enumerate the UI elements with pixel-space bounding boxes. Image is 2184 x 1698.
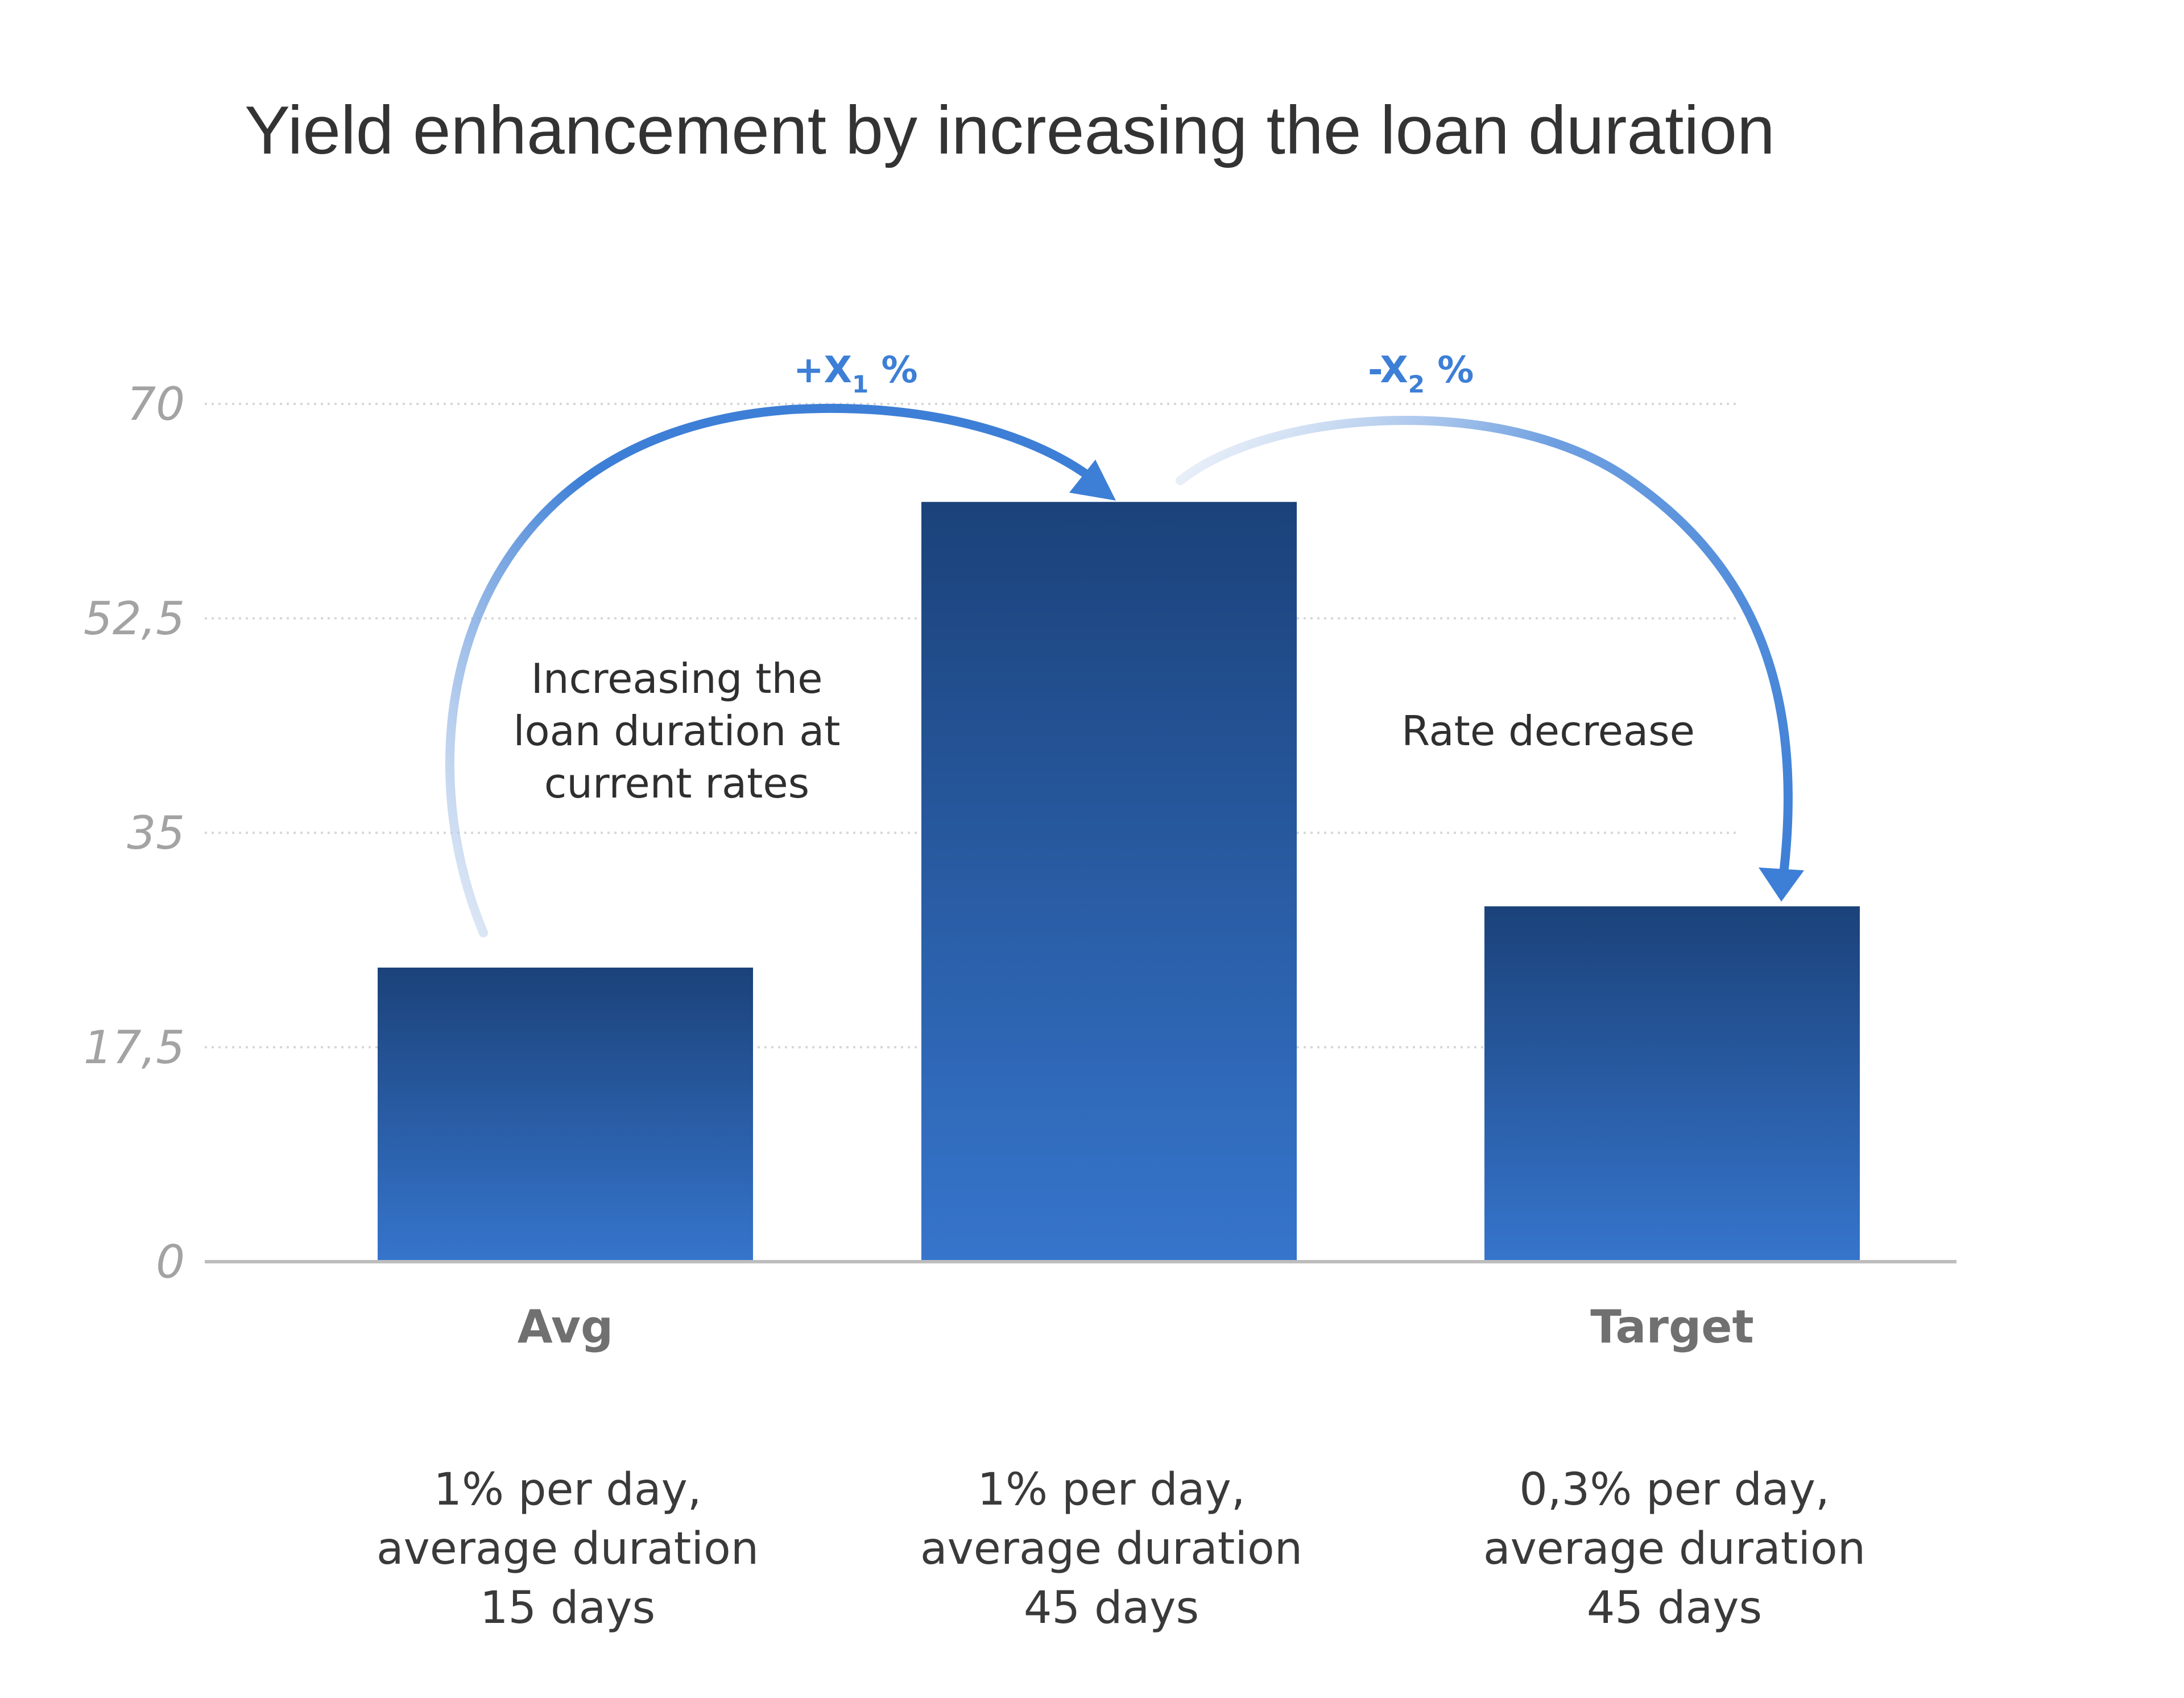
y-tick-label: 52,5 <box>84 592 185 645</box>
y-tick-label: 70 <box>127 378 185 431</box>
chart-title: Yield enhancement by increasing the loan… <box>245 92 1775 168</box>
bar-description: 1% per day, average duration 15 days <box>377 1464 759 1634</box>
annotation-increase: Increasing the loan duration at current ra… <box>514 655 841 807</box>
annotation-decrease: Rate decrease <box>1401 707 1695 755</box>
x-category-label: Avg <box>518 1300 613 1353</box>
bars <box>378 502 1860 1262</box>
bar-description: 1% per day, average duration 45 days <box>920 1464 1302 1634</box>
y-tick-label: 17,5 <box>84 1021 185 1074</box>
arrow-increase <box>445 403 1099 937</box>
bar <box>1484 906 1860 1262</box>
x-category-label: Target <box>1590 1300 1753 1353</box>
arrow-decrease-head <box>1759 867 1804 902</box>
y-axis-ticks: 0 17,5 35 52,5 70 <box>84 378 185 1288</box>
bar <box>378 967 753 1262</box>
arrow-label-decrease: -X2 % <box>1368 349 1474 398</box>
arrows-layer: +X1 % Increasing the loan duration at curre… <box>445 349 1804 937</box>
bar-description: 0,3% per day, average duration 45 days <box>1483 1464 1866 1634</box>
bar <box>921 502 1297 1262</box>
arrow-increase-head <box>1069 460 1116 501</box>
bar-descriptions: 1% per day, average duration 15 days 1% per… <box>377 1464 1866 1634</box>
y-tick-label: 35 <box>127 807 185 860</box>
y-tick-label: 0 <box>156 1236 185 1288</box>
arrow-label-increase: +X1 % <box>793 349 918 398</box>
arrow-decrease <box>1176 415 1793 883</box>
category-labels: Avg Target <box>518 1300 1754 1353</box>
